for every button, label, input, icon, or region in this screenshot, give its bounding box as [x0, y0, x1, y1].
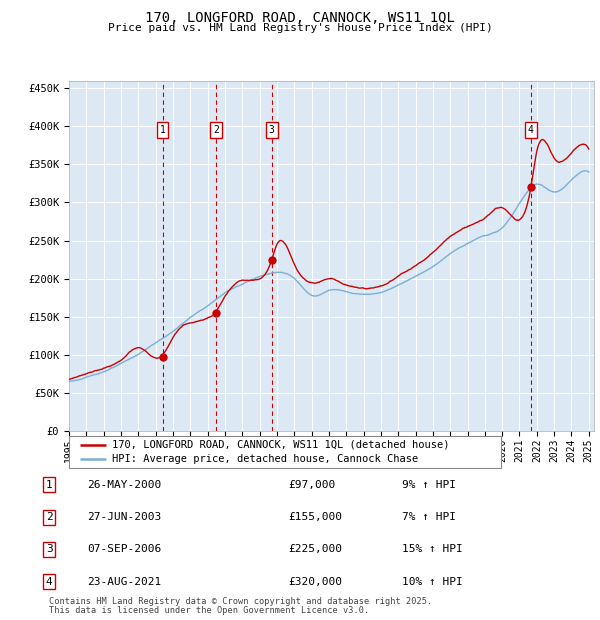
Text: 07-SEP-2006: 07-SEP-2006	[87, 544, 161, 554]
Text: 1: 1	[160, 125, 166, 135]
Text: 15% ↑ HPI: 15% ↑ HPI	[402, 544, 463, 554]
Text: 23-AUG-2021: 23-AUG-2021	[87, 577, 161, 587]
Text: £97,000: £97,000	[288, 480, 335, 490]
Text: 2: 2	[214, 125, 219, 135]
Text: HPI: Average price, detached house, Cannock Chase: HPI: Average price, detached house, Cann…	[112, 454, 418, 464]
Text: £155,000: £155,000	[288, 512, 342, 522]
Text: 10% ↑ HPI: 10% ↑ HPI	[402, 577, 463, 587]
Text: 1: 1	[46, 480, 53, 490]
Text: £320,000: £320,000	[288, 577, 342, 587]
Text: 7% ↑ HPI: 7% ↑ HPI	[402, 512, 456, 522]
Text: 3: 3	[46, 544, 53, 554]
Text: 2: 2	[46, 512, 53, 522]
Text: 170, LONGFORD ROAD, CANNOCK, WS11 1QL: 170, LONGFORD ROAD, CANNOCK, WS11 1QL	[145, 11, 455, 25]
Text: 4: 4	[46, 577, 53, 587]
Text: 4: 4	[528, 125, 533, 135]
Text: 27-JUN-2003: 27-JUN-2003	[87, 512, 161, 522]
FancyBboxPatch shape	[69, 436, 501, 468]
Text: Contains HM Land Registry data © Crown copyright and database right 2025.: Contains HM Land Registry data © Crown c…	[49, 597, 433, 606]
Text: 26-MAY-2000: 26-MAY-2000	[87, 480, 161, 490]
Text: 3: 3	[269, 125, 275, 135]
Text: £225,000: £225,000	[288, 544, 342, 554]
Text: Price paid vs. HM Land Registry's House Price Index (HPI): Price paid vs. HM Land Registry's House …	[107, 23, 493, 33]
Text: This data is licensed under the Open Government Licence v3.0.: This data is licensed under the Open Gov…	[49, 606, 370, 615]
Text: 9% ↑ HPI: 9% ↑ HPI	[402, 480, 456, 490]
Text: 170, LONGFORD ROAD, CANNOCK, WS11 1QL (detached house): 170, LONGFORD ROAD, CANNOCK, WS11 1QL (d…	[112, 440, 450, 450]
